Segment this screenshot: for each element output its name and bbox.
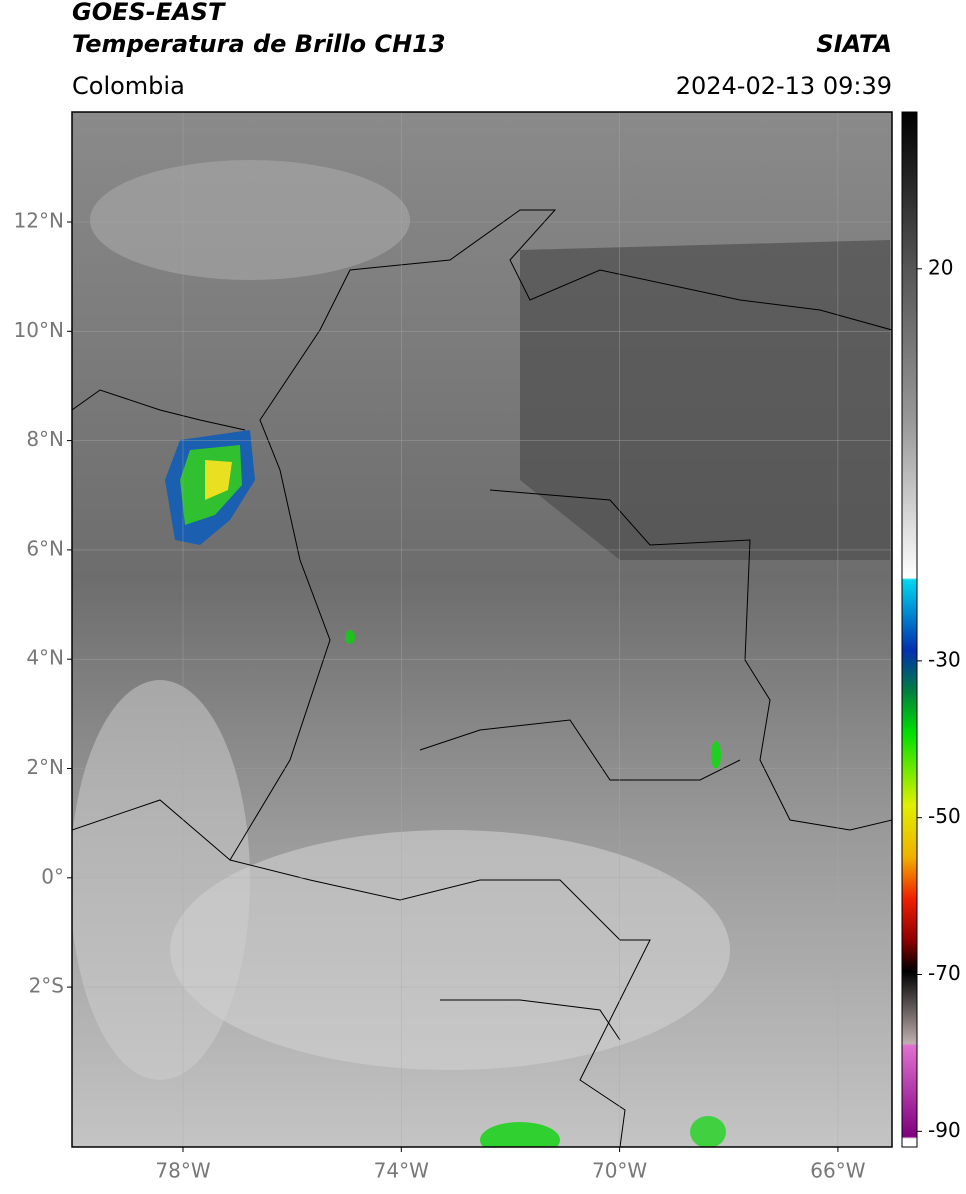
region: Colombia [72, 72, 185, 100]
graticule [72, 112, 892, 1147]
lat-label: 2°N [26, 755, 64, 779]
colorbar-tick-label: -30 [928, 647, 961, 671]
lat-label: 12°N [14, 209, 64, 233]
lat-label: 8°N [26, 427, 64, 451]
colorbar-tick-label: -90 [928, 1118, 961, 1142]
source: SIATA [816, 30, 892, 58]
colorbar [901, 111, 918, 1148]
title: GOES-EAST [72, 0, 226, 26]
colorbar-tick-label: -50 [928, 804, 961, 828]
lat-label: 4°N [26, 646, 64, 670]
timestamp: 2024-02-13 09:39 [676, 72, 892, 100]
lat-label: 10°N [14, 318, 64, 342]
lon-label: 70°W [592, 1159, 647, 1183]
lat-label: 6°N [26, 536, 64, 560]
colorbar-tick-label: 20 [928, 255, 953, 279]
lon-label: 78°W [155, 1159, 210, 1183]
lat-label: 2°S [29, 974, 64, 998]
satellite-image [72, 112, 892, 1147]
lat-label: 0° [41, 864, 64, 888]
lon-label: 74°W [374, 1159, 429, 1183]
subtitle: Temperatura de Brillo CH13 [72, 30, 446, 58]
lon-label: 66°W [810, 1159, 865, 1183]
map-frame [71, 111, 893, 1148]
colorbar-tick-label: -70 [928, 961, 961, 985]
